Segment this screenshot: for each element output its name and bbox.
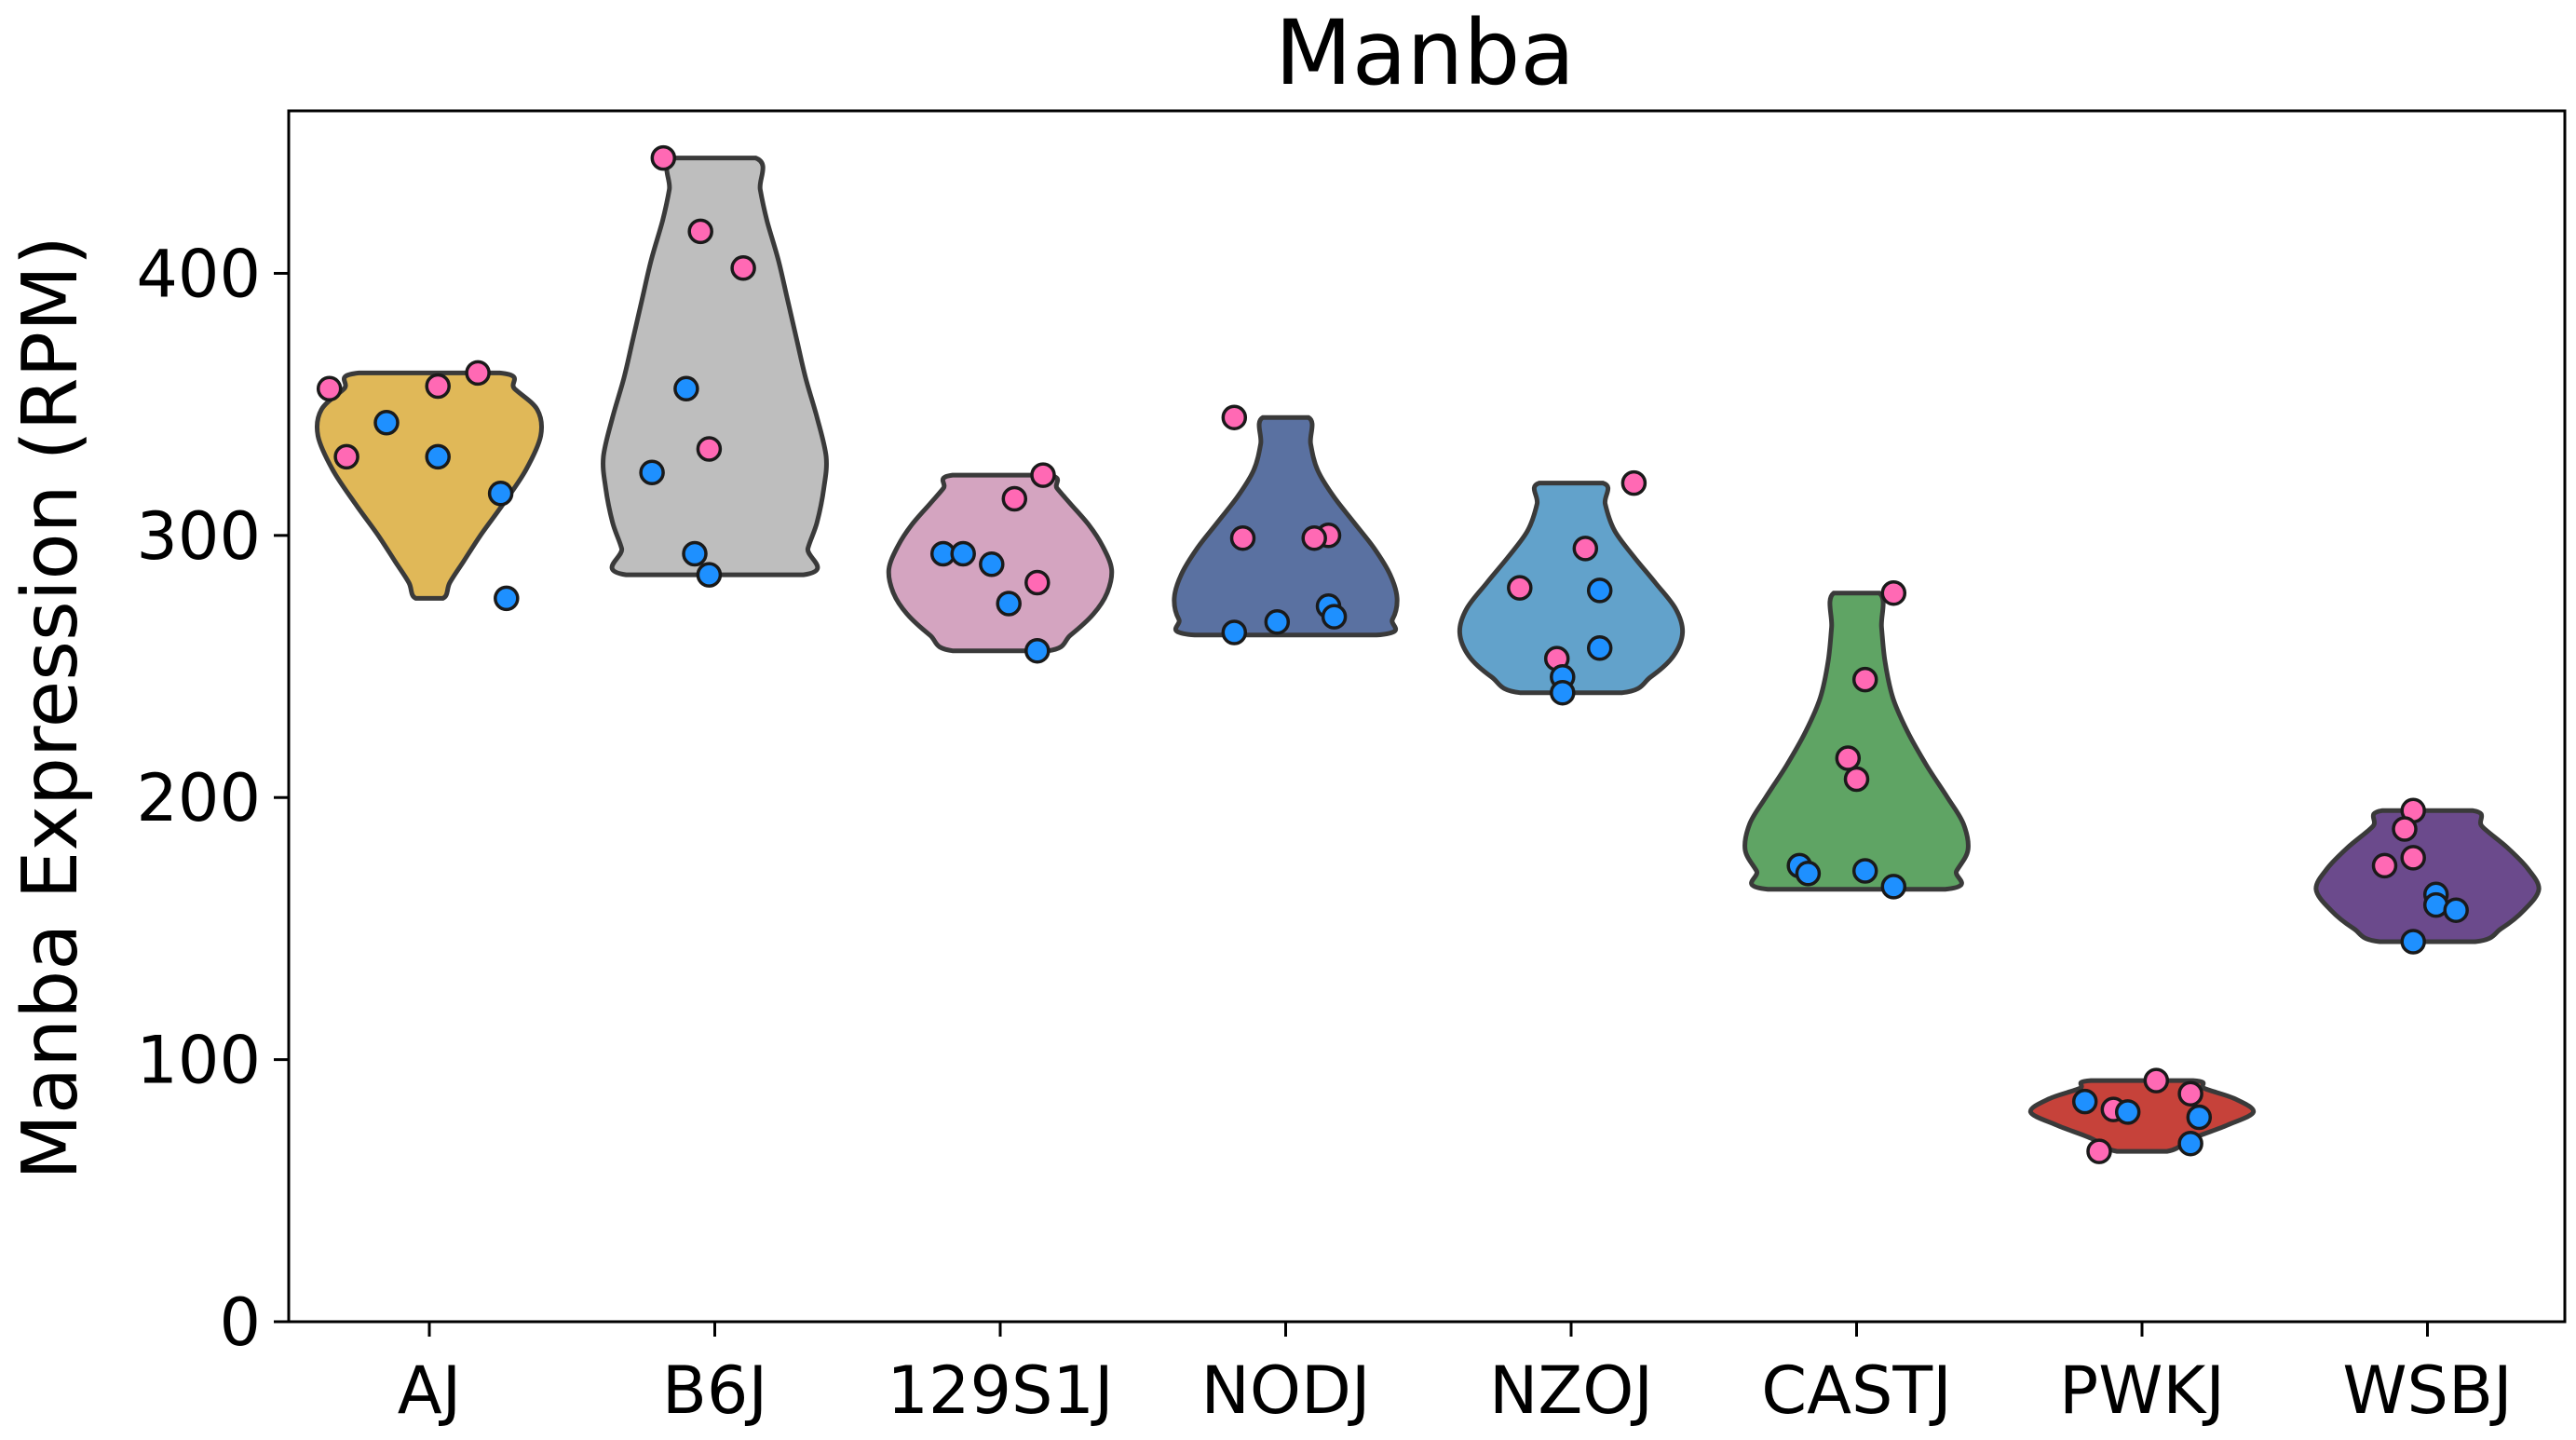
data-point-aj-5	[425, 443, 451, 470]
data-point-castj-3	[1843, 766, 1870, 793]
data-point-b6j-5	[639, 459, 665, 486]
data-point-nodj-6	[1264, 608, 1291, 635]
data-point-nzoj-0	[1620, 469, 1647, 496]
data-point-129s1j-5	[1024, 569, 1051, 596]
violin-nodj	[1172, 414, 1400, 638]
data-point-castj-0	[1880, 579, 1907, 606]
x-tick-label: PWKJ	[2059, 1352, 2225, 1429]
data-point-pwkj-6	[2177, 1130, 2203, 1157]
data-point-129s1j-0	[1030, 462, 1056, 488]
data-point-pwkj-1	[2177, 1080, 2203, 1107]
data-point-aj-7	[494, 585, 520, 612]
violin-castj	[1742, 591, 1971, 892]
violins-layer	[314, 156, 2542, 1154]
x-tick-label: CASTJ	[1761, 1352, 1952, 1429]
x-tick-label: NODJ	[1200, 1352, 1370, 1429]
data-point-castj-7	[1880, 874, 1907, 900]
y-tick-label: 400	[136, 236, 261, 312]
data-point-wsbj-7	[2400, 929, 2426, 955]
data-point-b6j-2	[730, 255, 756, 281]
y-axis: 0 100 200 300 400	[136, 236, 289, 1361]
x-tick-label: WSBJ	[2342, 1352, 2512, 1429]
data-point-nzoj-2	[1507, 575, 1533, 601]
data-point-nzoj-7	[1550, 679, 1576, 706]
data-point-nodj-7	[1221, 619, 1248, 645]
data-point-castj-2	[1835, 745, 1862, 771]
data-point-nodj-2	[1229, 524, 1256, 551]
x-tick-label: AJ	[398, 1352, 462, 1429]
data-point-nodj-5	[1321, 604, 1348, 630]
plot-frame	[287, 109, 2567, 1324]
data-point-wsbj-3	[2371, 852, 2398, 879]
data-point-wsbj-6	[2443, 897, 2469, 923]
data-point-wsbj-1	[2392, 816, 2418, 842]
data-point-castj-6	[1851, 858, 1878, 884]
violin-b6j	[601, 156, 829, 577]
x-tick-label: B6J	[662, 1352, 767, 1429]
y-tick-label: 100	[136, 1023, 261, 1099]
data-point-129s1j-6	[996, 591, 1022, 617]
data-point-b6j-4	[696, 436, 723, 462]
data-point-nzoj-3	[1586, 577, 1613, 604]
data-point-b6j-3	[673, 375, 699, 402]
y-tick-label: 200	[136, 760, 261, 836]
data-point-129s1j-4	[979, 551, 1005, 577]
data-point-129s1j-1	[1001, 485, 1028, 512]
data-point-pwkj-2	[2071, 1088, 2098, 1115]
violin-aj	[314, 370, 545, 601]
data-point-castj-1	[1851, 666, 1878, 693]
data-point-nodj-3	[1301, 524, 1327, 551]
points-layer	[316, 144, 2469, 1164]
x-axis: AJ B6J 129S1J NODJ NZOJ CASTJ PWKJ WSBJ	[398, 1322, 2513, 1429]
data-point-aj-3	[373, 410, 400, 436]
chart-title: Manba	[1275, 1, 1575, 105]
data-point-pwkj-0	[2143, 1067, 2170, 1094]
data-point-nodj-0	[1221, 404, 1248, 430]
y-tick-label: 300	[136, 498, 261, 575]
data-point-pwkj-4	[2114, 1099, 2141, 1125]
data-point-aj-6	[487, 481, 514, 507]
data-point-aj-2	[465, 360, 491, 387]
data-point-aj-0	[316, 375, 343, 402]
data-point-aj-1	[425, 373, 451, 400]
violin-nzoj	[1457, 481, 1686, 696]
data-point-b6j-7	[696, 562, 723, 588]
data-point-wsbj-2	[2400, 845, 2426, 871]
data-point-129s1j-3	[950, 540, 976, 567]
violin-pwkj	[2027, 1078, 2257, 1154]
y-tick-label: 0	[219, 1284, 261, 1361]
data-point-aj-4	[333, 443, 359, 470]
data-point-nzoj-4	[1586, 635, 1613, 661]
data-point-pwkj-5	[2186, 1104, 2213, 1131]
violin-wsbj	[2313, 808, 2542, 944]
data-point-b6j-1	[687, 218, 713, 245]
data-point-castj-5	[1795, 861, 1822, 887]
x-tick-label: NZOJ	[1489, 1352, 1653, 1429]
data-point-129s1j-7	[1024, 637, 1051, 664]
data-point-pwkj-7	[2086, 1138, 2112, 1164]
data-point-b6j-6	[682, 540, 708, 567]
data-point-b6j-0	[650, 144, 677, 171]
y-axis-label: Manba Expression (RPM)	[7, 236, 95, 1180]
data-point-nzoj-1	[1572, 536, 1599, 562]
x-tick-label: 129S1J	[887, 1352, 1113, 1429]
